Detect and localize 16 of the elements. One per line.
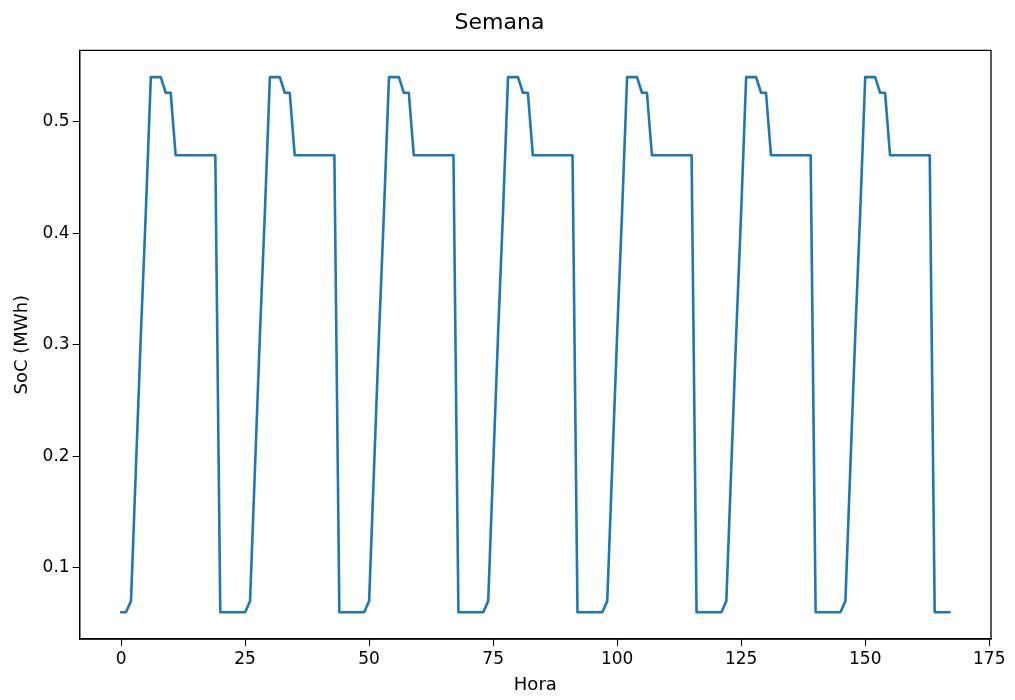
x-tick-label: 75 (482, 647, 504, 668)
x-tick-label: 50 (358, 647, 380, 668)
x-tick-label: 175 (973, 647, 1006, 668)
y-tick-label: 0.2 (42, 444, 70, 465)
x-tick-label: 100 (600, 647, 634, 668)
x-tick-label: 150 (849, 647, 882, 668)
y-tick-label: 0.4 (42, 221, 70, 242)
x-tick-label: 0 (115, 647, 127, 668)
x-tick-label: 125 (724, 647, 758, 668)
y-tick-label: 0.5 (42, 110, 70, 131)
chart-title: Semana (454, 8, 545, 34)
x-tick-label: 25 (234, 647, 256, 668)
y-tick-label: 0.3 (42, 333, 70, 354)
x-axis-title: Hora (513, 672, 557, 694)
y-axis-title: SoC (MWh) (10, 294, 32, 395)
y-tick-label: 0.1 (42, 556, 70, 577)
